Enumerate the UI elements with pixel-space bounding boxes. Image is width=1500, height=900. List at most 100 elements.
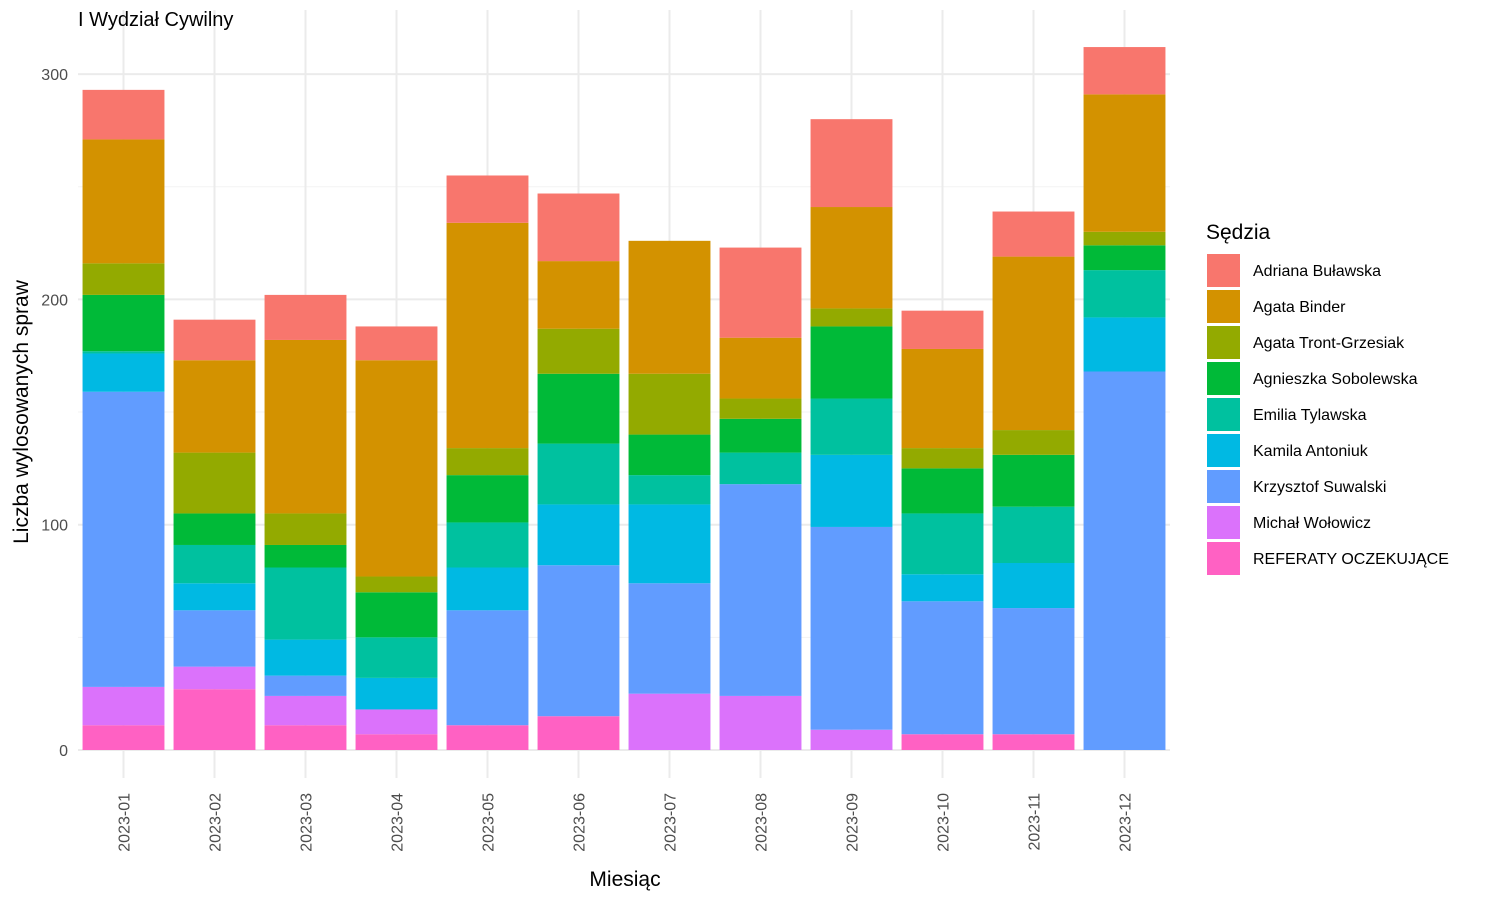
chart-title: I Wydział Cywilny bbox=[78, 9, 233, 31]
legend-swatch bbox=[1207, 542, 1240, 575]
x-tick-label: 2023-01 bbox=[117, 793, 134, 852]
x-axis-ticks: 2023-01 2023-02 2023-03 2023-04 2023-05 2023-… bbox=[117, 793, 1135, 852]
bars: REFERATY OCZEKUJĄCE 2023-01: 11Michał Wo… bbox=[82, 47, 1166, 750]
legend-label: Krzysztof Suwalski bbox=[1253, 479, 1386, 496]
legend-label: Agata Binder bbox=[1253, 299, 1346, 316]
y-tick-label: 300 bbox=[41, 67, 68, 84]
bar-segment: Krzysztof Suwalski 2023-05: 51 bbox=[446, 610, 529, 726]
legend-label: Agnieszka Sobolewska bbox=[1253, 371, 1418, 388]
bar-segment: Agata Tront-Grzesiak 2023-11: 11 bbox=[992, 430, 1075, 455]
bar-segment: Agata Tront-Grzesiak 2023-07: 27 bbox=[628, 373, 711, 435]
bar-segment: Agata Tront-Grzesiak 2023-02: 27 bbox=[173, 452, 256, 514]
bar-segment: Agnieszka Sobolewska 2023-06: 31 bbox=[537, 373, 620, 444]
bar-segment: Kamila Antoniuk 2023-02: 12 bbox=[173, 583, 256, 611]
bar-segment: Agata Binder 2023-10: 44 bbox=[901, 348, 984, 449]
bar-segment: Emilia Tylawska 2023-02: 17 bbox=[173, 544, 256, 584]
x-tick-label: 2023-03 bbox=[299, 793, 316, 852]
bar-segment: REFERATY OCZEKUJĄCE 2023-04: 7 bbox=[355, 734, 438, 750]
y-axis-ticks: 0 100 200 300 bbox=[41, 67, 68, 760]
legend-title: Sędzia bbox=[1206, 221, 1271, 244]
bar-segment: Michał Wołowicz 2023-03: 13 bbox=[264, 695, 347, 726]
bar-segment: Kamila Antoniuk 2023-04: 14 bbox=[355, 677, 438, 710]
bar-segment: Agnieszka Sobolewska 2023-08: 15 bbox=[719, 418, 802, 453]
y-axis-title: Liczba wylosowanych spraw bbox=[10, 279, 33, 544]
bar-segment: Krzysztof Suwalski 2023-09: 90 bbox=[810, 526, 893, 730]
legend-swatch bbox=[1207, 398, 1240, 431]
bar-segment: Krzysztof Suwalski 2023-03: 9 bbox=[264, 675, 347, 696]
bar-segment: Krzysztof Suwalski 2023-01: 131 bbox=[82, 391, 165, 687]
legend-swatch bbox=[1207, 254, 1240, 287]
bar-segment: Michał Wołowicz 2023-01: 17 bbox=[82, 686, 165, 726]
x-tick-label: 2023-04 bbox=[390, 793, 407, 852]
y-tick-label: 100 bbox=[41, 518, 68, 535]
bar-segment: Michał Wołowicz 2023-04: 11 bbox=[355, 709, 438, 735]
bar-segment: REFERATY OCZEKUJĄCE 2023-03: 11 bbox=[264, 725, 347, 750]
x-tick-label: 2023-08 bbox=[754, 793, 771, 852]
bar-segment: REFERATY OCZEKUJĄCE 2023-01: 11 bbox=[82, 725, 165, 750]
bar-segment: Krzysztof Suwalski 2023-07: 49 bbox=[628, 583, 711, 694]
legend-swatch bbox=[1207, 470, 1240, 503]
bar-segment: Agata Binder 2023-03: 77 bbox=[264, 339, 347, 514]
bar-segment: Agata Tront-Grzesiak 2023-03: 14 bbox=[264, 513, 347, 545]
bar-segment: Agnieszka Sobolewska 2023-04: 20 bbox=[355, 592, 438, 638]
bar-segment: Adriana Buławska 2023-01: 22 bbox=[82, 89, 165, 140]
x-tick-label: 2023-11 bbox=[1027, 793, 1044, 851]
bar-segment: Emilia Tylawska 2023-05: 20 bbox=[446, 522, 529, 568]
bar-segment: Kamila Antoniuk 2023-12: 24 bbox=[1083, 317, 1166, 372]
legend-label: Michał Wołowicz bbox=[1253, 515, 1371, 532]
bar-segment: Kamila Antoniuk 2023-01: 17 bbox=[82, 353, 165, 392]
bar-segment: Krzysztof Suwalski 2023-08: 94 bbox=[719, 484, 802, 696]
bar-segment: Adriana Buławska 2023-12: 21 bbox=[1083, 47, 1166, 95]
x-tick-label: 2023-05 bbox=[481, 793, 498, 852]
bar-segment: Adriana Buławska 2023-09: 39 bbox=[810, 119, 893, 208]
legend-label: Kamila Antoniuk bbox=[1253, 443, 1369, 460]
bar-segment: Adriana Buławska 2023-03: 20 bbox=[264, 294, 347, 340]
bar-segment: Agata Binder 2023-09: 45 bbox=[810, 207, 893, 309]
bar-segment: Agata Tront-Grzesiak 2023-05: 12 bbox=[446, 448, 529, 476]
bar-segment: Emilia Tylawska 2023-07: 13 bbox=[628, 475, 711, 505]
bar-segment: Krzysztof Suwalski 2023-12: 168 bbox=[1083, 371, 1166, 750]
bar-segment: Agnieszka Sobolewska 2023-07: 18 bbox=[628, 434, 711, 476]
x-tick-label: 2023-09 bbox=[845, 793, 862, 852]
legend-swatch bbox=[1207, 434, 1240, 467]
bar-segment: Michał Wołowicz 2023-02: 10 bbox=[173, 666, 256, 690]
legend-label: Agata Tront-Grzesiak bbox=[1253, 335, 1405, 352]
bar-segment: Agata Tront-Grzesiak 2023-06: 20 bbox=[537, 328, 620, 374]
bar-segment: Emilia Tylawska 2023-01: 1 bbox=[82, 351, 165, 354]
bar-segment: Krzysztof Suwalski 2023-10: 59 bbox=[901, 601, 984, 735]
bar-segment: REFERATY OCZEKUJĄCE 2023-10: 7 bbox=[901, 734, 984, 750]
bar-segment: Emilia Tylawska 2023-03: 32 bbox=[264, 567, 347, 640]
bar-segment: Agata Binder 2023-12: 61 bbox=[1083, 94, 1166, 232]
legend: Sędzia Adriana Buławska Agata Binder Agata… bbox=[1206, 221, 1449, 575]
bar-segment: Agata Binder 2023-04: 96 bbox=[355, 360, 438, 577]
legend-swatch bbox=[1207, 362, 1240, 395]
bar-segment: Agata Binder 2023-07: 59 bbox=[628, 240, 711, 374]
bar-segment: Agata Tront-Grzesiak 2023-09: 8 bbox=[810, 308, 893, 327]
bar-segment: REFERATY OCZEKUJĄCE 2023-06: 15 bbox=[537, 716, 620, 750]
bar-segment: Agnieszka Sobolewska 2023-10: 20 bbox=[901, 468, 984, 514]
x-tick-label: 2023-02 bbox=[208, 793, 225, 852]
bar-segment: Emilia Tylawska 2023-11: 25 bbox=[992, 506, 1075, 564]
y-tick-label: 200 bbox=[41, 292, 68, 309]
bar-segment: Krzysztof Suwalski 2023-06: 67 bbox=[537, 565, 620, 717]
bar-segment: REFERATY OCZEKUJĄCE 2023-02: 27 bbox=[173, 689, 256, 750]
bar-segment: Kamila Antoniuk 2023-06: 27 bbox=[537, 504, 620, 566]
y-tick-label: 0 bbox=[59, 743, 68, 760]
bar-segment: Agata Binder 2023-05: 100 bbox=[446, 222, 529, 449]
bar-segment: Adriana Buławska 2023-08: 40 bbox=[719, 247, 802, 338]
bar-segment: Agnieszka Sobolewska 2023-01: 25 bbox=[82, 294, 165, 352]
bar-segment: Agata Tront-Grzesiak 2023-08: 9 bbox=[719, 398, 802, 419]
bar-segment: Michał Wołowicz 2023-07: 25 bbox=[628, 693, 711, 750]
bar-segment: Agata Binder 2023-06: 30 bbox=[537, 261, 620, 329]
bar-segment: Agnieszka Sobolewska 2023-09: 32 bbox=[810, 326, 893, 399]
bar-segment: Agata Binder 2023-08: 27 bbox=[719, 337, 802, 399]
bar-segment: REFERATY OCZEKUJĄCE 2023-05: 11 bbox=[446, 725, 529, 750]
bar-segment: Emilia Tylawska 2023-10: 27 bbox=[901, 513, 984, 575]
x-axis-title: Miesiąc bbox=[589, 868, 660, 891]
legend-label: Emilia Tylawska bbox=[1253, 407, 1367, 424]
legend-label: Adriana Buławska bbox=[1253, 263, 1381, 280]
bar-segment: Adriana Buławska 2023-10: 17 bbox=[901, 310, 984, 349]
bar-segment: REFERATY OCZEKUJĄCE 2023-11: 7 bbox=[992, 734, 1075, 750]
x-tick-label: 2023-06 bbox=[572, 793, 589, 852]
